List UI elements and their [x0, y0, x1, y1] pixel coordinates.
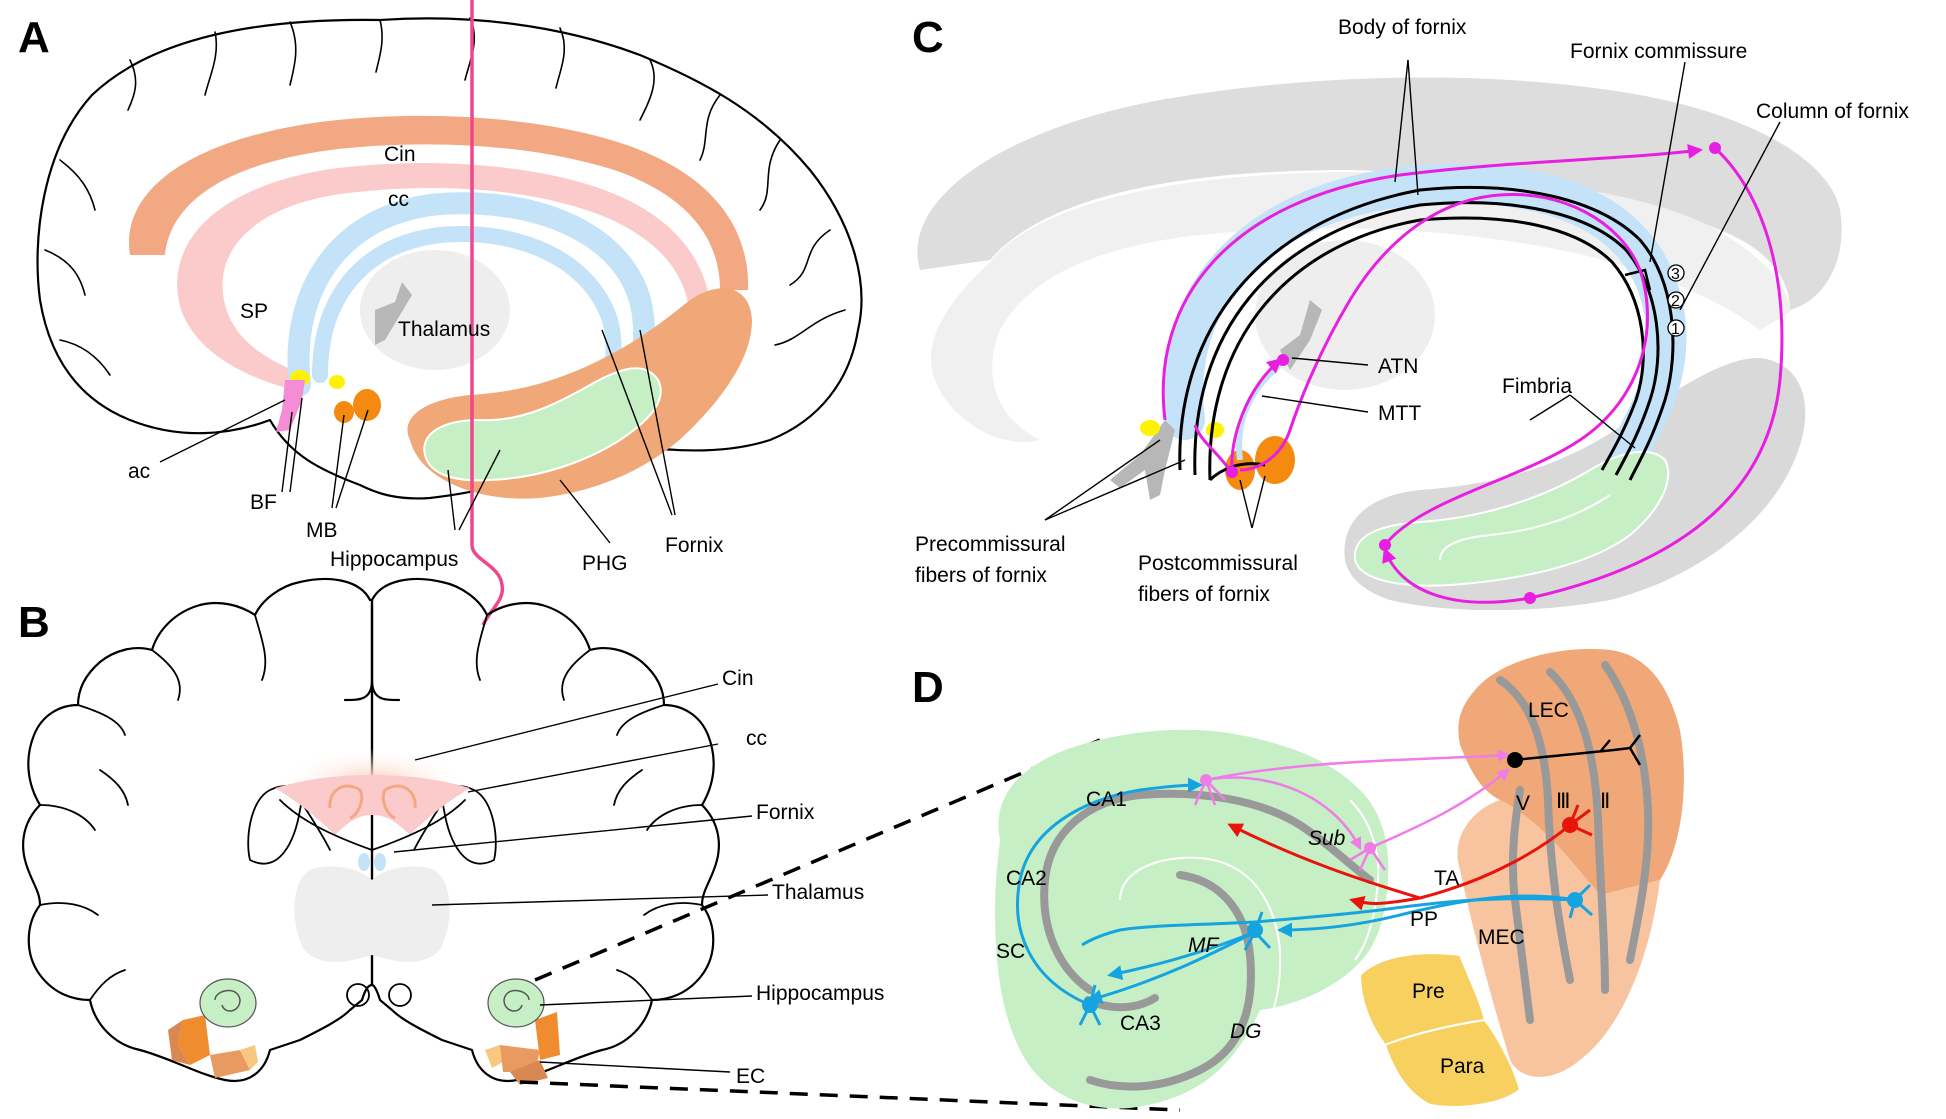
hippocampus: [423, 367, 662, 482]
thalamus-spike-c: [1280, 300, 1322, 370]
coronal-fornix: [358, 853, 386, 871]
coronal-sulci: [39, 614, 703, 1001]
lec-neuron-body: [1507, 752, 1523, 768]
para-region: [1383, 1018, 1522, 1108]
subiculum-boundary: [1349, 799, 1380, 961]
label-c-postcommissural-2: fibers of fornix: [1138, 583, 1270, 606]
basal-forebrain: [276, 380, 305, 432]
num-1: 1: [1671, 321, 1680, 338]
pink-pathway: [1193, 749, 1511, 871]
label-a-fornix: Fornix: [665, 534, 724, 557]
red-neuron: [1562, 817, 1578, 833]
label-a-ac: ac: [128, 460, 150, 483]
label-c-fornix-commissure: Fornix commissure: [1570, 40, 1747, 63]
label-c-body-of-fornix: Body of fornix: [1338, 16, 1467, 39]
panel-letter-a: A: [18, 13, 50, 62]
label-d-iii: Ⅲ: [1556, 790, 1570, 813]
label-a-mb: MB: [306, 519, 338, 542]
label-a-thalamus: Thalamus: [398, 318, 490, 341]
septum-yellow-c: [1140, 420, 1224, 438]
label-c-fimbria: Fimbria: [1502, 375, 1572, 398]
coronal-corpus-callosum: [275, 775, 470, 835]
label-d-sc: SC: [996, 940, 1025, 963]
panel-a: A: [18, 0, 863, 626]
mammillary-body: [334, 389, 381, 423]
panel-c-leaders: [1044, 59, 1781, 529]
inner-white-matter: [931, 172, 1790, 442]
label-a-hippocampus: Hippocampus: [330, 548, 458, 571]
label-d-pre: Pre: [1412, 980, 1445, 1003]
label-d-para: Para: [1440, 1055, 1485, 1078]
label-a-cc: cc: [388, 188, 409, 211]
label-d-ca2: CA2: [1006, 867, 1047, 890]
label-c-precommissural-1: Precommissural: [915, 533, 1066, 556]
ventricle-roof: [279, 799, 466, 851]
label-d-lec: LEC: [1528, 699, 1569, 722]
coronal-hippocampus-right: [485, 978, 560, 1085]
label-b-cc: cc: [746, 727, 767, 750]
blue-nodes: [1082, 892, 1583, 1013]
panel-d: D: [912, 649, 1684, 1109]
label-d-mec: MEC: [1478, 926, 1525, 949]
commissure-markers: 3 2 1: [1624, 264, 1685, 338]
label-a-cin: Cin: [384, 143, 416, 166]
num-2: 2: [1671, 293, 1680, 310]
label-a-bf: BF: [250, 491, 277, 514]
label-d-sub: Sub: [1308, 827, 1346, 850]
label-c-postcommissural-1: Postcommissural: [1138, 552, 1298, 575]
panel-c: C: [912, 13, 1909, 611]
coronal-brain-outline: [22, 577, 374, 1083]
coronal-brain-outline-right: [370, 577, 720, 1083]
panel-letter-d: D: [912, 663, 944, 712]
label-a-phg: PHG: [582, 552, 628, 575]
label-c-precommissural-2: fibers of fornix: [915, 564, 1047, 587]
cingulum-band: [129, 115, 749, 290]
panel-a-leaders: [159, 329, 676, 544]
label-b-thalamus: Thalamus: [772, 881, 864, 904]
label-d-mf: MF: [1188, 934, 1219, 957]
papez-circuit: [1161, 144, 1784, 604]
label-a-sp: SP: [240, 300, 268, 323]
label-d-pp: PP: [1410, 908, 1438, 931]
label-d-ii: Ⅱ: [1600, 790, 1610, 813]
label-b-cin: Cin: [722, 667, 754, 690]
hippocampus-c-inner: [1439, 494, 1611, 561]
label-d-dg: DG: [1230, 1020, 1262, 1043]
label-b-ec: EC: [736, 1065, 765, 1088]
panel-b: B: [18, 577, 1181, 1112]
label-b-hippocampus: Hippocampus: [756, 982, 884, 1005]
label-d-ca3: CA3: [1120, 1012, 1161, 1035]
label-c-atn: ATN: [1378, 355, 1418, 378]
label-c-column-of-fornix: Column of fornix: [1756, 100, 1909, 123]
coronal-thalamus: [294, 866, 450, 962]
corpus-callosum: [175, 161, 714, 392]
label-d-v: V: [1516, 792, 1530, 815]
panel-letter-c: C: [912, 13, 944, 62]
label-c-mtt: MTT: [1378, 402, 1421, 425]
label-d-ca1: CA1: [1086, 788, 1127, 811]
papez-nodes: [1226, 142, 1721, 604]
panel-b-leaders: [393, 683, 769, 1073]
label-d-ta: TA: [1434, 867, 1459, 890]
hippocampus-c: [1353, 450, 1670, 587]
coronal-hippocampus-left: [168, 978, 258, 1078]
pink-nodes: [1200, 774, 1376, 854]
zoom-dashes: [519, 738, 1181, 1112]
lec-neuron: [1514, 734, 1642, 766]
dg-boundary: [1119, 856, 1282, 1061]
sagittal-brain-outline: [36, 17, 863, 500]
fornix-fibers: [1178, 185, 1675, 482]
ac-grey: [1110, 420, 1175, 500]
coronal-cingulum: [328, 784, 417, 820]
cortex-band: [917, 77, 1842, 310]
midline-fissure: [343, 603, 401, 702]
panel-letter-b: B: [18, 598, 50, 647]
blue-pathway: [1016, 777, 1593, 1026]
num-3: 3: [1671, 266, 1680, 283]
thalamus-spike: [375, 282, 412, 345]
label-b-fornix: Fornix: [756, 801, 815, 824]
